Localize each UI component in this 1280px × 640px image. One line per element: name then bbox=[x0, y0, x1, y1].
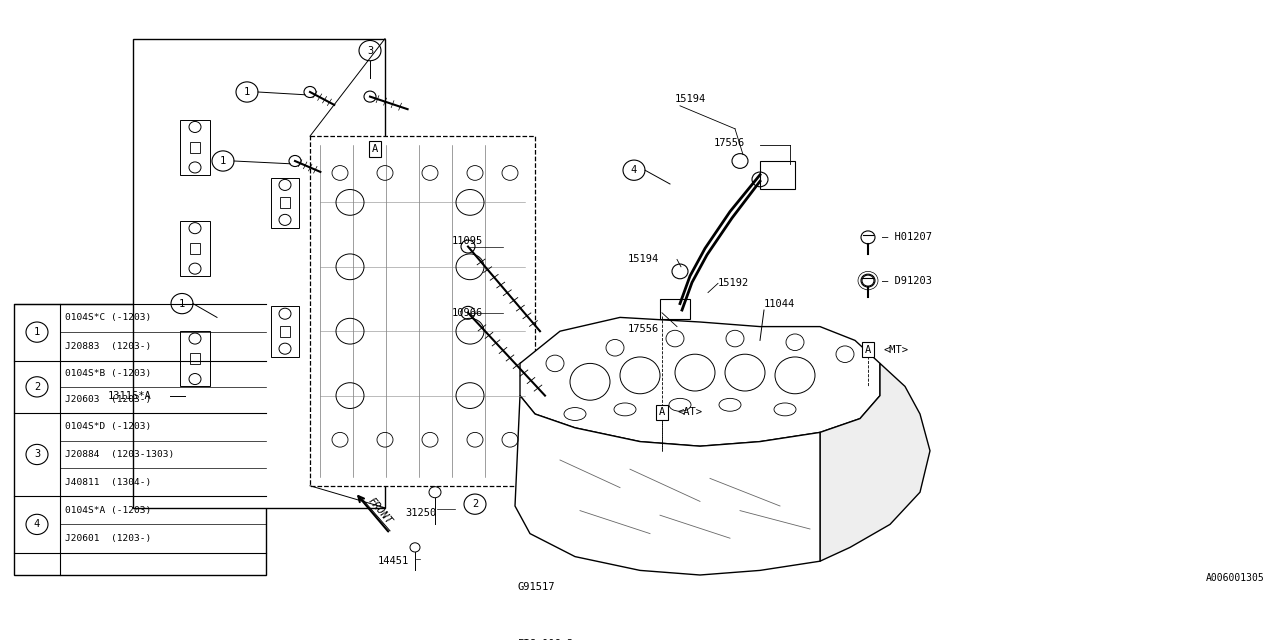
Text: <MT>: <MT> bbox=[884, 344, 909, 355]
Bar bbox=[180, 120, 210, 175]
Text: 0104S*B (-1203): 0104S*B (-1203) bbox=[65, 369, 151, 378]
Bar bbox=[189, 141, 200, 153]
Text: 3: 3 bbox=[367, 45, 374, 56]
Bar bbox=[271, 177, 300, 228]
Bar bbox=[760, 161, 795, 189]
Bar bbox=[133, 38, 385, 508]
Text: 17556: 17556 bbox=[714, 138, 745, 148]
Text: — D91203: — D91203 bbox=[882, 276, 932, 285]
Text: 31250: 31250 bbox=[404, 508, 436, 518]
Text: 15194: 15194 bbox=[628, 255, 659, 264]
Bar bbox=[189, 353, 200, 364]
Bar bbox=[271, 307, 300, 357]
Text: 13115*A: 13115*A bbox=[108, 390, 152, 401]
Text: J20884  (1203-1303): J20884 (1203-1303) bbox=[65, 450, 174, 459]
Text: 1: 1 bbox=[220, 156, 227, 166]
Text: 17556: 17556 bbox=[628, 324, 659, 334]
Bar bbox=[280, 197, 291, 208]
Text: 14451: 14451 bbox=[378, 556, 410, 566]
Text: 11095: 11095 bbox=[452, 236, 484, 246]
Text: 0104S*D (-1203): 0104S*D (-1203) bbox=[65, 422, 151, 431]
Text: A: A bbox=[372, 144, 378, 154]
Text: A006001305: A006001305 bbox=[1206, 573, 1265, 583]
Text: A: A bbox=[659, 407, 666, 417]
Bar bbox=[660, 299, 690, 319]
Text: 15192: 15192 bbox=[718, 278, 749, 289]
Bar bbox=[189, 243, 200, 254]
Ellipse shape bbox=[774, 403, 796, 416]
Circle shape bbox=[570, 364, 611, 400]
Circle shape bbox=[620, 357, 660, 394]
Text: 0104S*A (-1203): 0104S*A (-1203) bbox=[65, 506, 151, 515]
Bar bbox=[14, 303, 266, 575]
Text: <AT>: <AT> bbox=[678, 407, 703, 417]
Text: J40811  (1304-): J40811 (1304-) bbox=[65, 477, 151, 486]
Text: 2: 2 bbox=[33, 382, 40, 392]
Bar bbox=[310, 136, 535, 486]
Text: 1: 1 bbox=[179, 299, 186, 308]
Text: 1: 1 bbox=[33, 327, 40, 337]
Bar bbox=[180, 221, 210, 276]
Text: 0104S*C (-1203): 0104S*C (-1203) bbox=[65, 314, 151, 323]
Text: 10966: 10966 bbox=[452, 308, 484, 318]
Text: 3: 3 bbox=[33, 449, 40, 460]
Polygon shape bbox=[515, 396, 820, 575]
Ellipse shape bbox=[669, 398, 691, 412]
Text: — H01207: — H01207 bbox=[882, 232, 932, 243]
Text: G91517: G91517 bbox=[518, 582, 556, 592]
Ellipse shape bbox=[564, 408, 586, 420]
Bar bbox=[280, 326, 291, 337]
Text: 1: 1 bbox=[244, 87, 250, 97]
Text: J20601  (1203-): J20601 (1203-) bbox=[65, 534, 151, 543]
Circle shape bbox=[774, 357, 815, 394]
Circle shape bbox=[666, 330, 684, 347]
Bar bbox=[516, 633, 621, 640]
Text: 4: 4 bbox=[631, 165, 637, 175]
Polygon shape bbox=[820, 364, 931, 561]
Ellipse shape bbox=[719, 398, 741, 412]
Text: J20603  (1203-): J20603 (1203-) bbox=[65, 396, 151, 404]
Bar bbox=[180, 332, 210, 387]
Text: A: A bbox=[865, 344, 872, 355]
Circle shape bbox=[605, 339, 625, 356]
Polygon shape bbox=[520, 317, 881, 446]
Circle shape bbox=[547, 355, 564, 372]
Text: 4: 4 bbox=[33, 520, 40, 529]
Circle shape bbox=[836, 346, 854, 362]
Circle shape bbox=[726, 330, 744, 347]
Text: FRONT: FRONT bbox=[366, 495, 394, 526]
Text: J20883  (1203-): J20883 (1203-) bbox=[65, 342, 151, 351]
Text: 2: 2 bbox=[472, 499, 479, 509]
Text: FIG.006-3: FIG.006-3 bbox=[518, 639, 575, 640]
Text: 15194: 15194 bbox=[675, 94, 707, 104]
Circle shape bbox=[675, 354, 716, 391]
Circle shape bbox=[724, 354, 765, 391]
Text: 11044: 11044 bbox=[764, 299, 795, 308]
Ellipse shape bbox=[614, 403, 636, 416]
Circle shape bbox=[786, 334, 804, 351]
